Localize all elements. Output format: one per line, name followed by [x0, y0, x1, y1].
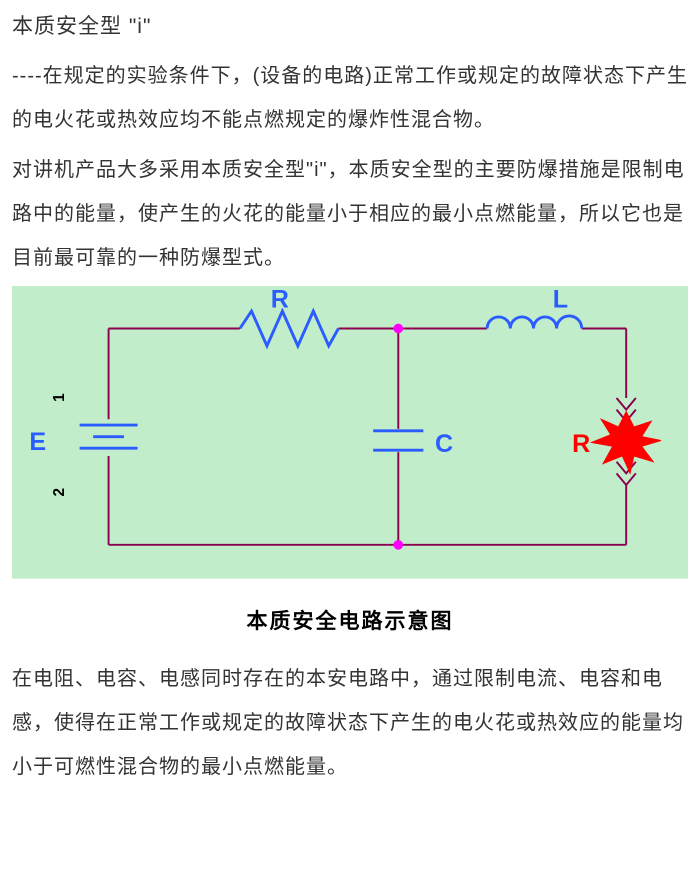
label-load: R	[572, 430, 590, 458]
section-title: 本质安全型 "i"	[12, 10, 688, 40]
label-bat-2: 2	[51, 488, 68, 497]
label-inductor: L	[553, 286, 568, 313]
paragraph-2: 对讲机产品大多采用本质安全型"i"，本质安全型的主要防爆措施是限制电路中的能量，…	[12, 148, 688, 280]
paragraph-1: ----在规定的实验条件下，(设备的电路)正常工作或规定的故障状态下产生的电火花…	[12, 54, 688, 142]
paragraph-3: 在电阻、电容、电感同时存在的本安电路中，通过限制电流、电容和电感，使得在正常工作…	[12, 657, 688, 789]
circuit-diagram: E R L C R 1 2	[12, 286, 688, 579]
label-capacitor: C	[435, 430, 453, 458]
circuit-svg: E R L C R 1 2	[12, 286, 688, 579]
label-source: E	[29, 428, 46, 456]
diagram-caption: 本质安全电路示意图	[12, 605, 688, 635]
label-bat-1: 1	[51, 393, 68, 402]
label-resistor: R	[271, 286, 289, 313]
